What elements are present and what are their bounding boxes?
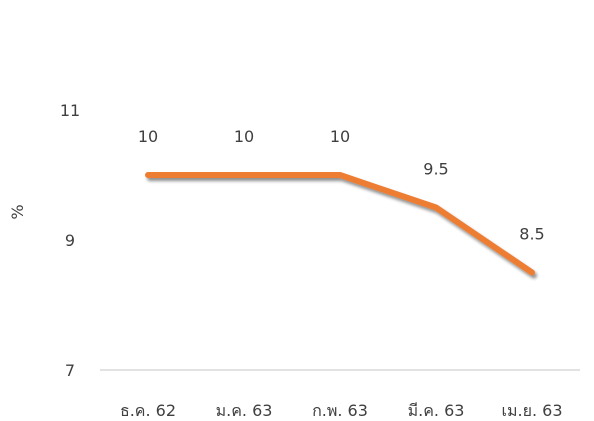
y-axis-ticks: 7 9 11 <box>60 101 80 380</box>
data-label: 10 <box>234 127 254 146</box>
data-labels: 10 10 10 9.5 8.5 <box>138 127 545 244</box>
data-label: 9.5 <box>423 160 448 179</box>
series-line <box>145 172 535 276</box>
y-tick-label: 7 <box>65 361 75 380</box>
x-tick-label: เม.ย. 63 <box>501 401 562 420</box>
y-tick-label: 11 <box>60 101 80 120</box>
x-axis-ticks: ธ.ค. 62 ม.ค. 63 ก.พ. 63 มี.ค. 63 เม.ย. 63 <box>120 401 563 420</box>
y-tick-label: 9 <box>65 231 75 250</box>
data-label: 8.5 <box>519 225 544 244</box>
x-tick-label: มี.ค. 63 <box>408 401 465 420</box>
data-label: 10 <box>138 127 158 146</box>
x-tick-label: ธ.ค. 62 <box>120 401 176 420</box>
x-tick-label: ม.ค. 63 <box>216 401 273 420</box>
x-tick-label: ก.พ. 63 <box>312 401 368 420</box>
data-label: 10 <box>330 127 350 146</box>
y-axis-title: % <box>8 204 27 219</box>
